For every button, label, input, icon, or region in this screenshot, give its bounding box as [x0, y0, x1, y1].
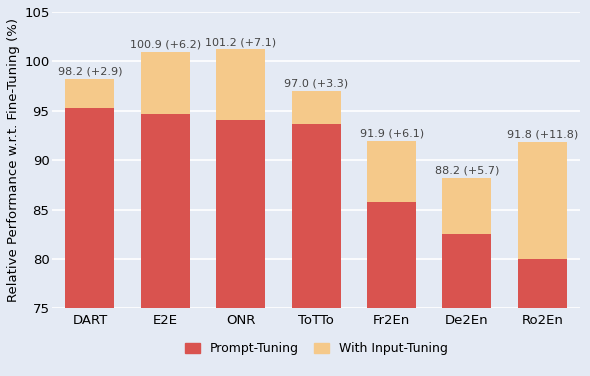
- Bar: [291, 124, 340, 308]
- Text: 100.9 (+6.2): 100.9 (+6.2): [130, 40, 201, 50]
- Bar: [367, 202, 416, 308]
- Text: 101.2 (+7.1): 101.2 (+7.1): [205, 37, 276, 47]
- Bar: [65, 79, 114, 108]
- Y-axis label: Relative Performance w.r.t. Fine-Tuning (%): Relative Performance w.r.t. Fine-Tuning …: [7, 18, 20, 302]
- Legend: Prompt-Tuning, With Input-Tuning: Prompt-Tuning, With Input-Tuning: [185, 343, 448, 355]
- Text: 98.2 (+2.9): 98.2 (+2.9): [58, 67, 122, 77]
- Bar: [442, 234, 491, 308]
- Bar: [217, 120, 266, 308]
- Bar: [291, 91, 340, 124]
- Bar: [141, 114, 190, 308]
- Text: 97.0 (+3.3): 97.0 (+3.3): [284, 79, 348, 88]
- Text: 91.8 (+11.8): 91.8 (+11.8): [507, 130, 578, 140]
- Bar: [367, 141, 416, 202]
- Bar: [518, 259, 567, 308]
- Bar: [141, 52, 190, 114]
- Bar: [65, 108, 114, 308]
- Text: 91.9 (+6.1): 91.9 (+6.1): [359, 129, 424, 139]
- Bar: [518, 143, 567, 259]
- Bar: [217, 50, 266, 120]
- Text: 88.2 (+5.7): 88.2 (+5.7): [435, 165, 499, 176]
- Bar: [442, 178, 491, 234]
